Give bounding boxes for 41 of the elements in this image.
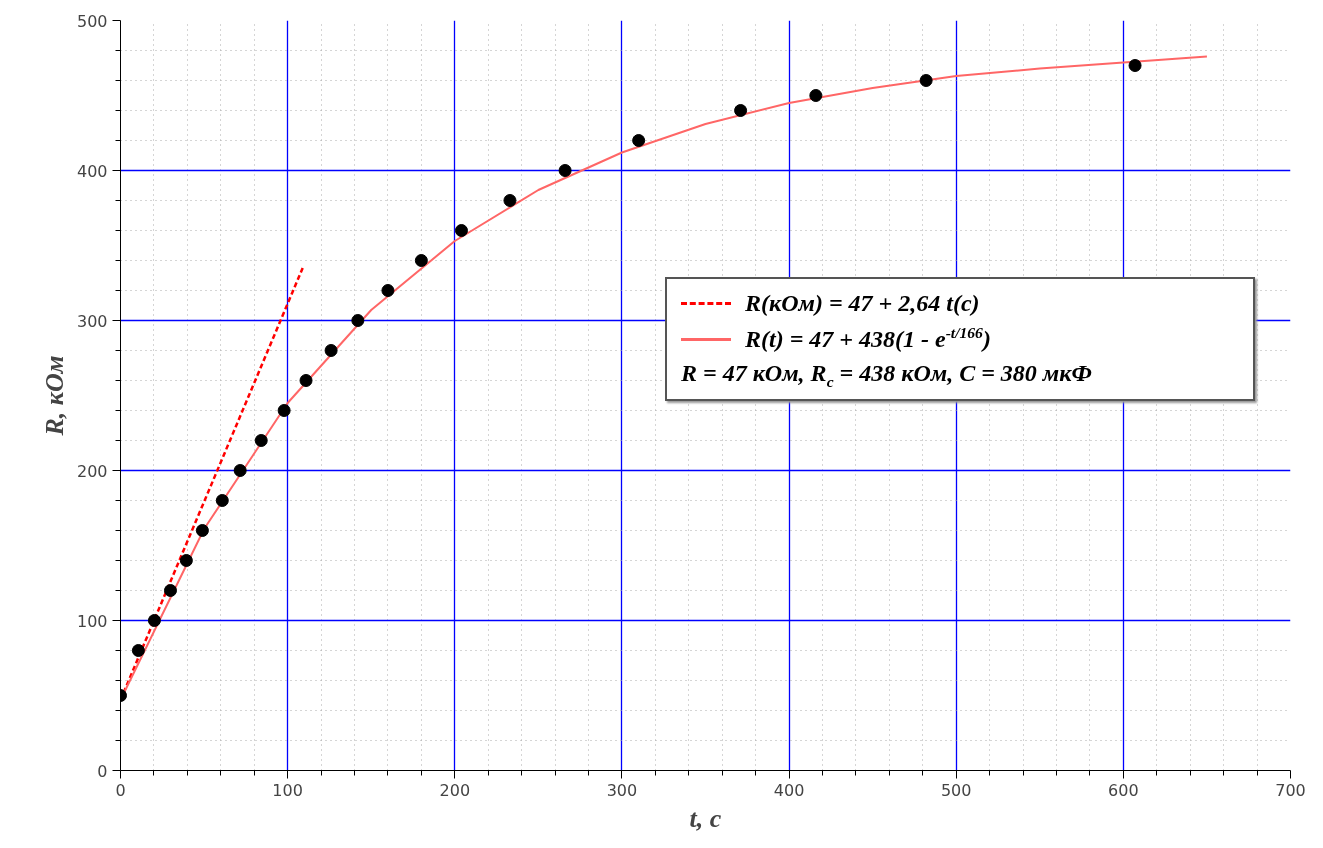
x-tick-label: 600 [1108,780,1139,800]
y-tick-label: 400 [76,161,108,181]
point [414,254,428,267]
y-tick-label: 0 [97,761,108,781]
point [163,584,177,597]
point [277,404,291,417]
legend-label: R(кОм) = 47 + 2,64 t(c) [745,288,980,318]
x-tick-label: 300 [606,780,638,800]
point [558,164,572,177]
point [454,224,468,237]
point [215,494,229,507]
y-tick-label: 500 [76,11,108,31]
y-axis-title: R, кОм [39,355,69,437]
x-tick-label: 100 [272,780,303,800]
y-tick-label: 300 [76,311,108,331]
point [179,554,193,567]
point [351,314,365,327]
x-tick-label: 200 [439,780,471,800]
point [503,194,517,207]
x-tick-label: 0 [115,780,126,800]
point [919,74,933,87]
y-tick-label: 200 [76,461,108,481]
point [131,644,145,657]
x-tick-label: 400 [773,780,805,800]
x-tick-label: 700 [1275,780,1306,800]
legend-label: R(t) = 47 + 438(1 - e$^{-t/166}$) [745,322,991,354]
point [1128,59,1142,72]
x-tick-label: 500 [940,780,972,800]
x-axis-title: t, c [689,803,722,833]
point [254,434,268,447]
annotation: R = 47 кОм, R$_{c}$ = 438 кОм, C = 380 мкФ [681,359,1092,393]
point [381,284,395,297]
point [632,134,646,147]
point [147,614,161,627]
point [324,344,338,357]
point [299,374,313,387]
point [809,89,823,102]
point [233,464,247,477]
point [195,524,209,537]
y-tick-label: 100 [76,611,108,631]
point [734,104,748,117]
